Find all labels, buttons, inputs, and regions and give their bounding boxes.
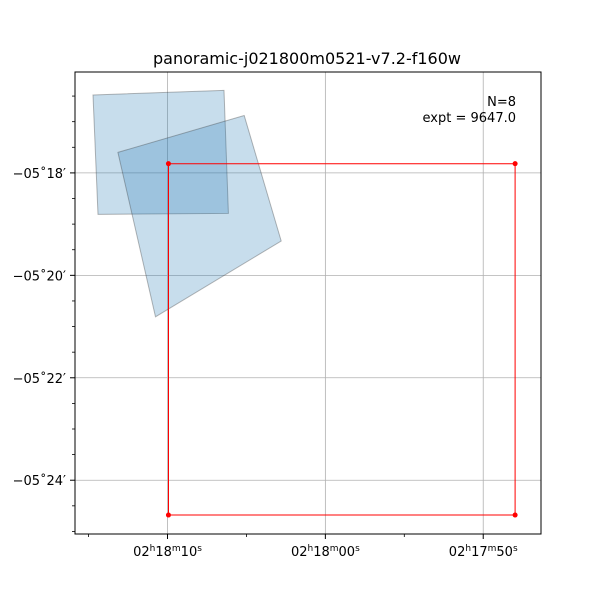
x-tick-label-2: 02h17m50s	[449, 544, 518, 560]
outline-vertex-2	[512, 512, 518, 518]
y-tick-label-3: −05˚24′	[13, 473, 66, 489]
x-tick-label-1: 02h18m00s	[291, 544, 360, 560]
annotation-count: N=8	[487, 95, 516, 110]
y-tick-label-2: −05˚22′	[13, 371, 66, 387]
annotation-exptime: expt = 9647.0	[423, 111, 516, 126]
footprint-polygon-0	[92, 89, 229, 215]
y-tick-label-1: −05˚20′	[13, 268, 66, 284]
outline-vertex-1	[512, 161, 518, 167]
axis-ticks	[70, 95, 484, 539]
tick-labels: 02h18m10s 02h18m00s 02h17m50s −05˚18′ −05˚20…	[13, 166, 518, 560]
footprints	[92, 89, 282, 318]
red-outline	[165, 161, 518, 518]
chart-title: panoramic-j021800m0521-v7.2-f160w	[153, 49, 461, 68]
y-tick-label-0: −05˚18′	[13, 166, 66, 182]
outline-vertex-0	[165, 161, 171, 167]
footprint-polygon-1	[117, 114, 282, 318]
outline-vertex-3	[165, 512, 171, 518]
plot-frame	[74, 71, 542, 535]
grid	[75, 72, 541, 534]
x-tick-label-0: 02h18m10s	[133, 544, 202, 560]
